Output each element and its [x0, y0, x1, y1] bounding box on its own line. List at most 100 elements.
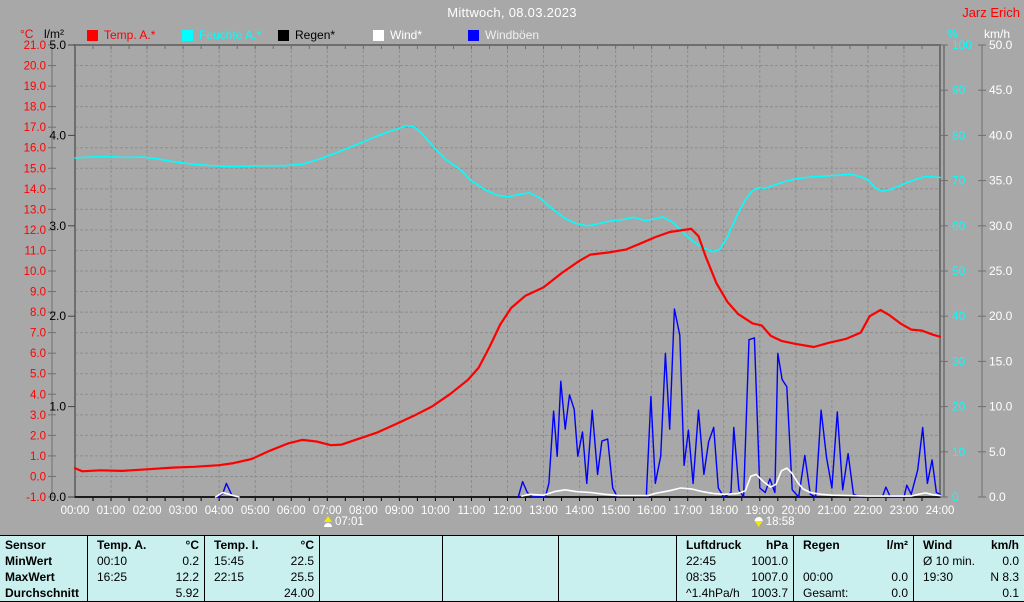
svg-text:30: 30	[952, 354, 966, 368]
svg-text:01:00: 01:00	[97, 505, 126, 517]
svg-text:04:00: 04:00	[205, 505, 234, 517]
svg-text:19:00: 19:00	[745, 505, 774, 517]
svg-text:35.0: 35.0	[989, 174, 1013, 188]
svg-text:16:00: 16:00	[637, 505, 666, 517]
svg-text:3.0: 3.0	[49, 219, 66, 233]
svg-text:09:00: 09:00	[385, 505, 414, 517]
stats-max-temp-a: 16:25 12.2	[88, 569, 205, 585]
temp-axis-ticks: 21.0 20.0 19.0 18.0 17.0 16.0 15.0 14.0 13.0 12.0…	[24, 40, 56, 504]
svg-text:11:00: 11:00	[457, 505, 485, 517]
legend-label-temp-a: Temp. A.*	[104, 28, 156, 42]
stats-avg-empty-3	[559, 585, 677, 601]
stats-min-empty-1	[320, 553, 443, 569]
page-title: Mittwoch, 08.03.2023	[447, 5, 577, 20]
svg-text:100: 100	[952, 38, 972, 52]
svg-text:30.0: 30.0	[989, 219, 1013, 233]
svg-text:0.0: 0.0	[30, 471, 46, 483]
svg-text:8.0: 8.0	[30, 307, 46, 319]
time-axis-labels: 00:00 01:00 02:00 03:00 04:00 05:00 06:00 07:00…	[61, 505, 955, 517]
svg-text:3.0: 3.0	[30, 410, 46, 422]
svg-text:08:00: 08:00	[349, 505, 378, 517]
svg-text:60: 60	[952, 219, 966, 233]
stats-avg-empty-1	[320, 585, 443, 601]
svg-text:21.0: 21.0	[24, 40, 46, 52]
stats-avg-luftdruck: ^1.4hPa/h 1003.7	[677, 585, 794, 601]
svg-text:50: 50	[952, 264, 966, 278]
svg-text:14:00: 14:00	[565, 505, 594, 517]
svg-text:2.0: 2.0	[49, 309, 66, 323]
stats-max-wind: 19:30 N 8.3	[923, 570, 1019, 584]
svg-text:00:00: 00:00	[61, 505, 90, 517]
stats-min-temp-i: 15:45 22.5	[205, 553, 320, 569]
svg-text:10:00: 10:00	[421, 505, 450, 517]
stats-header-temp-i: Temp. I. °C	[205, 536, 320, 553]
legend-item-temp-a: Temp. A.*	[87, 28, 155, 42]
svg-text:02:00: 02:00	[133, 505, 162, 517]
sunrise-icon	[324, 516, 333, 522]
stats-avg-temp-a: 5.92	[88, 585, 205, 601]
svg-text:07:01: 07:01	[335, 516, 364, 528]
svg-text:15:00: 15:00	[601, 505, 630, 517]
svg-text:1.0: 1.0	[30, 451, 46, 463]
svg-text:17.0: 17.0	[24, 122, 46, 134]
stats-header-empty-1	[320, 536, 443, 553]
svg-text:5.0: 5.0	[49, 38, 66, 52]
stats-min-luftdruck: 22:45 1001.0	[677, 553, 794, 569]
humidity-axis-unit-label: %	[947, 27, 958, 41]
svg-text:18:00: 18:00	[709, 505, 738, 517]
legend-item-wind: Wind*	[373, 28, 422, 42]
stats-header-empty-2	[443, 536, 559, 553]
svg-text:10.0: 10.0	[24, 266, 46, 278]
svg-text:12:00: 12:00	[493, 505, 522, 517]
svg-text:4.0: 4.0	[49, 128, 66, 142]
legend-label-regen: Regen*	[295, 28, 336, 42]
series-feuchte-a	[74, 124, 941, 253]
sunrise-marker: 07:01	[324, 516, 364, 528]
feuchte-a-series-swatch-icon	[182, 29, 193, 41]
series-temp-a	[73, 227, 942, 473]
svg-text:15.0: 15.0	[989, 354, 1013, 368]
svg-text:0: 0	[952, 490, 959, 504]
stats-header-regen: Regen l/m²	[794, 536, 914, 553]
stats-avg-empty-2	[443, 585, 559, 601]
stats-header-luftdruck: Luftdruck hPa	[677, 536, 794, 553]
svg-text:40: 40	[952, 309, 966, 323]
svg-text:2.0: 2.0	[30, 430, 46, 442]
svg-text:45.0: 45.0	[989, 83, 1013, 97]
svg-text:13:00: 13:00	[529, 505, 558, 517]
svg-text:80: 80	[952, 128, 966, 142]
svg-text:5.0: 5.0	[989, 445, 1006, 459]
stats-max-temp-i: 22:15 25.5	[205, 569, 320, 585]
svg-text:5.0: 5.0	[30, 369, 46, 381]
svg-text:05:00: 05:00	[241, 505, 270, 517]
rain-axis-unit-label: l/m²	[44, 27, 64, 41]
svg-text:20.0: 20.0	[989, 309, 1013, 323]
stats-min-empty-2	[443, 553, 559, 569]
svg-text:0.0: 0.0	[989, 490, 1006, 504]
stats-avg-temp-i: 24.00	[205, 585, 320, 601]
stats-min-temp-a: 00:10 0.2	[88, 553, 205, 569]
legend-label-feuchte-a: Feuchte A.*	[199, 28, 262, 42]
svg-text:12.0: 12.0	[24, 225, 46, 237]
svg-text:90: 90	[952, 83, 966, 97]
svg-text:70: 70	[952, 174, 966, 188]
sunset-icon	[754, 521, 763, 527]
series-wind	[214, 467, 941, 498]
svg-text:1.0: 1.0	[49, 400, 66, 414]
svg-text:14.0: 14.0	[24, 184, 46, 196]
stats-header-temp-a: Temp. A. °C	[88, 536, 205, 553]
stats-min-empty-3	[559, 553, 677, 569]
rain-axis-ticks: 5.0 4.0 3.0 2.0 1.0 0.0	[49, 38, 75, 504]
stats-max-empty-1	[320, 569, 443, 585]
svg-text:21:00: 21:00	[817, 505, 846, 517]
svg-text:20.0: 20.0	[24, 61, 46, 73]
stats-table: Sensor Temp. A. °C Temp. I. °C Luftdruck hPa Re…	[0, 535, 1024, 602]
svg-text:18:58: 18:58	[766, 516, 795, 528]
svg-text:-1.0: -1.0	[26, 492, 46, 504]
stats-max-regen: 00:00 0.0	[794, 569, 914, 585]
stats-row-label-avg: Durchschnitt	[0, 585, 88, 601]
stats-max-luftdruck: 08:35 1007.0	[677, 569, 794, 585]
legend-label-wind: Wind*	[390, 28, 423, 42]
